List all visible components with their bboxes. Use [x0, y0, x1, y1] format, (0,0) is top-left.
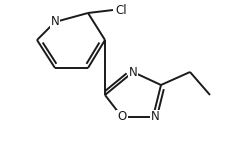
Text: O: O — [117, 111, 127, 124]
Text: N: N — [51, 15, 59, 28]
Text: N: N — [151, 111, 159, 124]
Text: Cl: Cl — [115, 4, 127, 16]
Text: N: N — [129, 66, 137, 79]
